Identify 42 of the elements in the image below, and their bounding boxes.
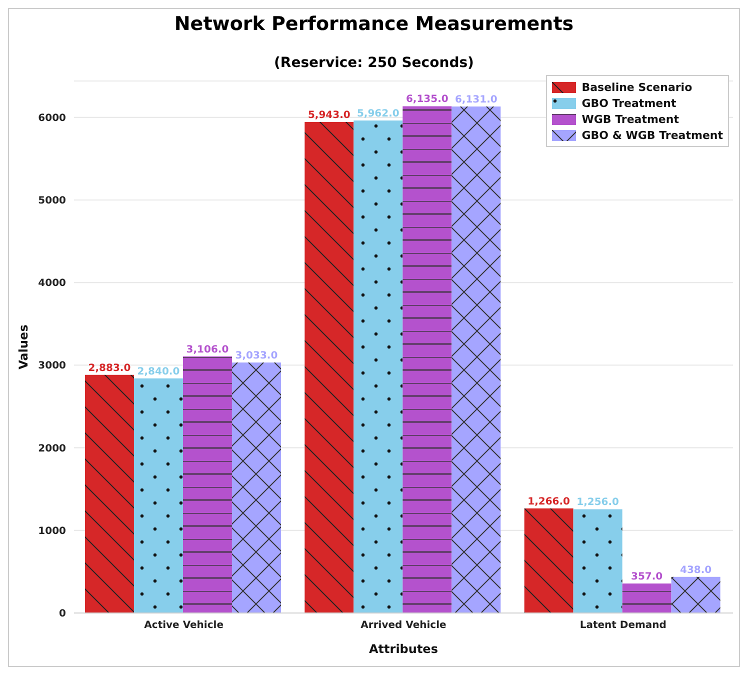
data-label: 3,033.0 bbox=[235, 350, 278, 362]
x-tick-label: Active Vehicle bbox=[144, 620, 224, 632]
y-tick-label: 3000 bbox=[38, 360, 66, 372]
legend-label: Baseline Scenario bbox=[582, 80, 692, 94]
y-tick-label: 5000 bbox=[38, 196, 66, 207]
data-label: 5,962.0 bbox=[356, 108, 400, 120]
bar bbox=[182, 356, 232, 613]
y-tick-label: 6000 bbox=[38, 112, 66, 124]
bar bbox=[452, 106, 501, 613]
data-label: 6,131.0 bbox=[454, 94, 498, 106]
data-label: 1,266.0 bbox=[528, 496, 570, 508]
bar bbox=[573, 509, 622, 613]
legend-label: GBO & WGB Treatment bbox=[582, 128, 723, 142]
data-label: 357.0 bbox=[630, 572, 663, 583]
data-label: 6,135.0 bbox=[406, 94, 448, 106]
bar bbox=[402, 106, 452, 613]
x-tick-label: Arrived Vehicle bbox=[360, 620, 447, 632]
x-tick-label: Latent Demand bbox=[580, 620, 666, 632]
y-tick-label: 1000 bbox=[38, 526, 66, 537]
bar bbox=[134, 378, 183, 613]
legend-label: GBO Treatment bbox=[582, 96, 676, 110]
bar bbox=[84, 374, 134, 613]
chart-title: Network Performance Measurements bbox=[173, 13, 575, 35]
data-label: 1,256.0 bbox=[576, 497, 620, 508]
bar bbox=[524, 508, 574, 613]
data-label: 5,943.0 bbox=[308, 110, 350, 122]
y-tick-label: 2000 bbox=[38, 443, 66, 454]
data-label: 2,883.0 bbox=[88, 362, 131, 374]
bar bbox=[671, 576, 720, 613]
bar bbox=[622, 584, 672, 613]
x-axis-title: Attributes bbox=[369, 642, 438, 656]
y-tick-label: 0 bbox=[59, 608, 66, 620]
bar bbox=[304, 122, 354, 613]
bar bbox=[354, 120, 403, 613]
y-axis-title: Values bbox=[16, 324, 30, 370]
data-label: 3,106.0 bbox=[186, 344, 229, 356]
legend-label: WGB Treatment bbox=[582, 112, 679, 126]
data-label: 438.0 bbox=[680, 564, 712, 576]
data-label: 2,840.0 bbox=[137, 366, 180, 378]
y-tick-label: 4000 bbox=[38, 278, 66, 290]
chart-subtitle: (Reservice: 250 Seconds) bbox=[273, 55, 475, 71]
bar bbox=[232, 362, 281, 613]
